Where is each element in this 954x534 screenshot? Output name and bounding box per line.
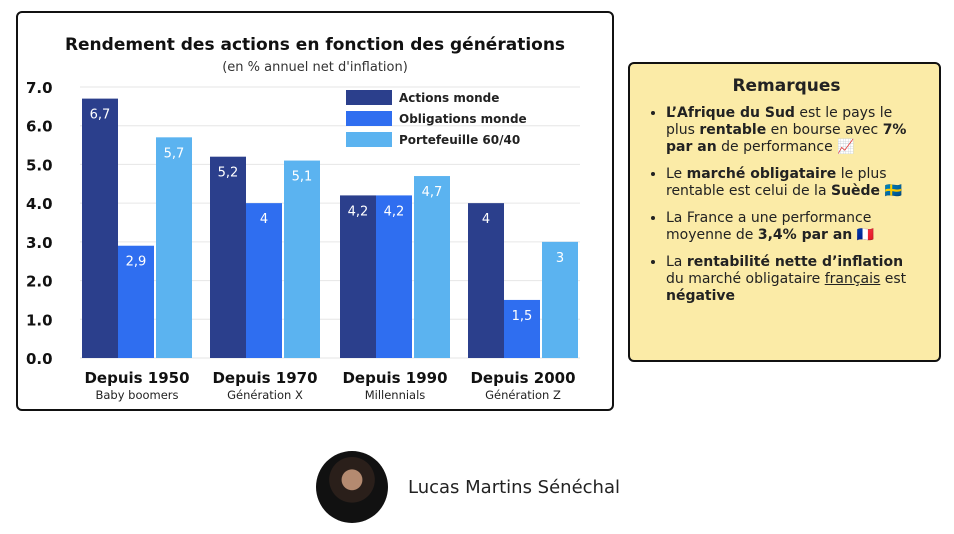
y-tick-label: 1.0	[26, 311, 53, 329]
remark-text: est le pays le plus	[666, 105, 893, 138]
x-tick-label: Depuis 1970	[212, 369, 317, 387]
data-label: 4	[260, 212, 268, 227]
bar	[504, 299, 540, 358]
remark-text: rentabilité nette d’inflation	[686, 254, 904, 270]
data-label: 4,2	[348, 204, 369, 219]
y-tick-label: 7.0	[26, 79, 53, 97]
x-sub-label: Baby boomers	[95, 388, 178, 402]
author-name: Lucas Martins Sénéchal	[408, 476, 620, 498]
x-tick-label: Depuis 1950	[84, 369, 189, 387]
remark-text: négative	[666, 288, 736, 304]
y-tick-label: 4.0	[26, 195, 53, 213]
remark-item: La rentabilité nette d’inflation du marc…	[666, 254, 925, 305]
bar	[376, 195, 412, 358]
bar	[210, 156, 246, 358]
bar	[468, 203, 504, 358]
data-label: 6,7	[90, 108, 111, 123]
bar-chart: Rendement des actions en fonction des gé…	[26, 35, 580, 402]
data-label: 4,7	[422, 185, 443, 200]
y-tick-label: 6.0	[26, 118, 53, 136]
chart-panel: Rendement des actions en fonction des gé…	[16, 11, 614, 411]
remark-text: est	[880, 271, 907, 287]
remark-text: La	[666, 254, 687, 270]
remarks-title: Remarques	[732, 76, 841, 96]
remark-text: du marché obligataire	[666, 271, 825, 287]
y-tick-label: 0.0	[26, 350, 53, 368]
remark-text: marché obligataire	[686, 166, 837, 182]
remark-text: le plus rentable est celui de la	[666, 166, 887, 199]
remarks-list: L’Afrique du Sud est le pays le plus ren…	[648, 105, 925, 305]
bar	[82, 98, 118, 358]
bar	[118, 245, 154, 358]
chart-title: Rendement des actions en fonction des gé…	[65, 35, 565, 55]
data-label: 1,5	[512, 309, 533, 324]
remark-text: en bourse avec	[766, 122, 883, 138]
remarks-panel: Remarques L’Afrique du Sud est le pays l…	[628, 62, 941, 362]
y-tick-label: 2.0	[26, 273, 53, 291]
legend-swatch	[346, 132, 392, 147]
remark-text: français	[824, 271, 881, 287]
data-label: 5,1	[292, 170, 313, 185]
remark-item: Le marché obligataire le plus rentable e…	[666, 166, 925, 200]
remark-text: rentable	[699, 122, 767, 138]
bar	[284, 160, 320, 358]
x-tick-label: Depuis 2000	[470, 369, 575, 387]
remark-text: Suède	[830, 183, 881, 199]
x-tick-label: Depuis 1990	[342, 369, 447, 387]
remark-text: La France a une performance moyenne de	[666, 210, 872, 243]
remark-text: 3,4% par an	[757, 227, 853, 243]
x-sub-label: Génération Z	[485, 388, 561, 402]
remark-item: L’Afrique du Sud est le pays le plus ren…	[666, 105, 925, 156]
remark-text: 🇸🇪	[880, 183, 902, 199]
bar	[542, 241, 578, 358]
bar	[156, 137, 192, 358]
data-label: 4	[482, 212, 490, 227]
chart-subtitle: (en % annuel net d'inflation)	[222, 60, 408, 75]
x-sub-label: Millennials	[365, 388, 426, 402]
x-sub-label: Génération X	[227, 388, 303, 402]
data-label: 3	[556, 251, 564, 266]
data-label: 5,7	[164, 146, 185, 161]
data-label: 2,9	[126, 255, 147, 270]
legend-swatch	[346, 90, 392, 105]
remark-text: Le	[666, 166, 687, 182]
legend-swatch	[346, 111, 392, 126]
bar	[414, 176, 450, 358]
bar	[340, 195, 376, 358]
data-label: 5,2	[218, 166, 239, 181]
remark-text: L’Afrique du Sud	[666, 105, 795, 121]
y-tick-label: 5.0	[26, 156, 53, 174]
bar	[246, 203, 282, 358]
legend-label: Portefeuille 60/40	[399, 133, 520, 147]
data-label: 4,2	[384, 204, 405, 219]
legend-label: Actions monde	[399, 91, 499, 105]
avatar	[316, 451, 388, 523]
remark-text: 🇫🇷	[852, 227, 875, 243]
remark-text: de performance 📈	[716, 139, 855, 155]
y-tick-label: 3.0	[26, 234, 53, 252]
remark-text: 7% par an	[666, 122, 907, 155]
author: Lucas Martins Sénéchal	[316, 451, 620, 523]
legend-label: Obligations monde	[399, 112, 527, 126]
remark-item: La France a une performance moyenne de 3…	[666, 210, 925, 244]
